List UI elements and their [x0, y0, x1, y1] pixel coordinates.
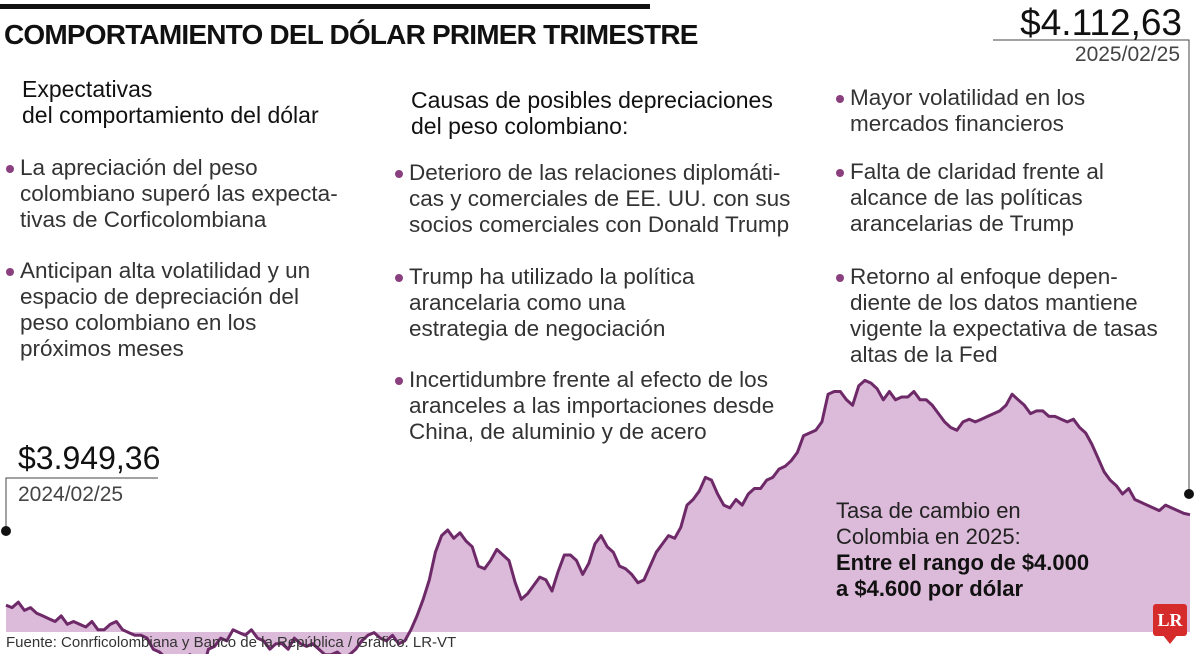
col3-bullet-1: Mayor volatilidad en los mercados financ… [836, 85, 1086, 137]
end-value-label: $4.112,63 [1020, 2, 1182, 43]
area-series [6, 380, 1190, 654]
bullet-dot [836, 169, 844, 177]
end-date-label: 2025/02/25 [1074, 43, 1180, 66]
bullet-text: La apreciación del peso colombiano super… [20, 155, 338, 232]
bullet-text: Deterioro de las relaciones diplomáti- c… [409, 160, 791, 237]
bullet-text: Falta de claridad frente al alcance de l… [850, 159, 1104, 236]
bullet-dot [6, 165, 14, 173]
bullet-dot [836, 274, 844, 282]
start-date-label: 2024/02/25 [18, 483, 124, 506]
bullet-dot [836, 95, 844, 103]
col1-bullet-2: Anticipan alta volatilidad y un espacio … [6, 258, 311, 362]
start-value-label: $3.949,36 [18, 440, 161, 476]
start-leader-line [5, 477, 158, 531]
bullet-text: Anticipan alta volatilidad y un espacio … [20, 258, 311, 361]
exchange-rate-note: Tasa de cambio en Colombia en 2025: Entr… [836, 498, 1089, 602]
col2-heading: Causas de posibles depreciaciones del pe… [411, 87, 773, 139]
note-range-line-2: a $4.600 por dólar [836, 576, 1024, 601]
bullet-text: Mayor volatilidad en los mercados financ… [850, 85, 1086, 136]
col2-bullet-2: Trump ha utilizado la política arancelar… [395, 264, 695, 342]
lr-logo-tail [1162, 634, 1178, 644]
col2-bullet-1: Deterioro de las relaciones diplomáti- c… [395, 160, 791, 238]
col3-bullet-3: Retorno al enfoque depen- diente de los … [836, 264, 1158, 368]
lr-logo-box: LR [1153, 604, 1187, 636]
col2-bullet-3: Incertidumbre frente al efecto de los ar… [395, 367, 775, 445]
bullet-dot [395, 170, 403, 178]
bullet-text: Trump ha utilizado la política arancelar… [409, 264, 695, 341]
end-leader-line [993, 39, 1190, 494]
note-line-1: Tasa de cambio en [836, 498, 1021, 523]
bullet-dot [395, 274, 403, 282]
bullet-text: Retorno al enfoque depen- diente de los … [850, 264, 1158, 367]
lr-logo: LR [1153, 604, 1187, 644]
start-point-marker [1, 526, 11, 536]
page-title: COMPORTAMIENTO DEL DÓLAR PRIMER TRIMESTR… [4, 19, 698, 50]
top-rule [0, 4, 650, 9]
col1-heading: Expectativas del comportamiento del dóla… [22, 76, 319, 128]
bullet-text: Incertidumbre frente al efecto de los ar… [409, 367, 775, 444]
source-credit: Fuente: Conrficolombiana y Banco de la R… [6, 634, 457, 651]
col1-bullet-1: La apreciación del peso colombiano super… [6, 155, 338, 233]
line-series [5, 378, 1191, 654]
bullet-dot [395, 377, 403, 385]
col3-bullet-2: Falta de claridad frente al alcance de l… [836, 159, 1104, 237]
note-range-line-1: Entre el rango de $4.000 [836, 550, 1090, 575]
note-line-2: Colombia en 2025: [836, 524, 1021, 549]
bullet-dot [6, 268, 14, 276]
end-point-marker [1184, 489, 1194, 499]
